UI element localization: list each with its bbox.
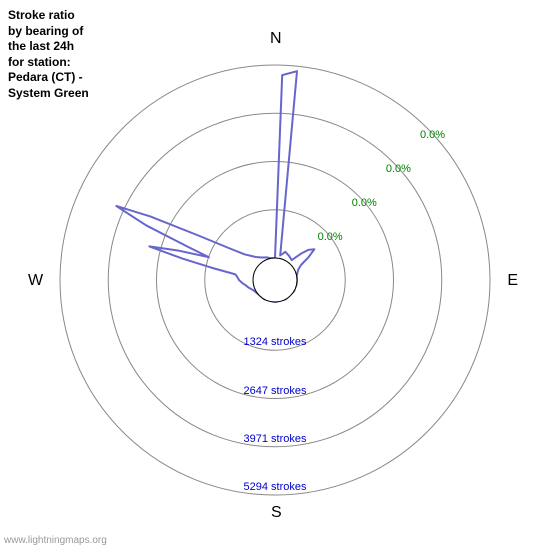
stroke-count-label: 1324 strokes [244, 336, 307, 348]
stroke-count-label: 5294 strokes [244, 481, 307, 493]
stroke-count-label: 3971 strokes [244, 433, 307, 445]
compass-n: N [270, 30, 282, 48]
pct-label: 0.0% [352, 197, 377, 209]
stroke-count-label: 2647 strokes [244, 385, 307, 397]
pct-label: 0.0% [420, 129, 445, 141]
attribution: www.lightningmaps.org [4, 535, 107, 546]
chart-svg [0, 0, 550, 550]
compass-w: W [28, 272, 43, 290]
center-circle [253, 258, 297, 302]
compass-s: S [271, 504, 282, 522]
pct-label: 0.0% [386, 163, 411, 175]
compass-e: E [507, 272, 518, 290]
polar-chart [0, 0, 550, 550]
pct-label: 0.0% [318, 231, 343, 243]
